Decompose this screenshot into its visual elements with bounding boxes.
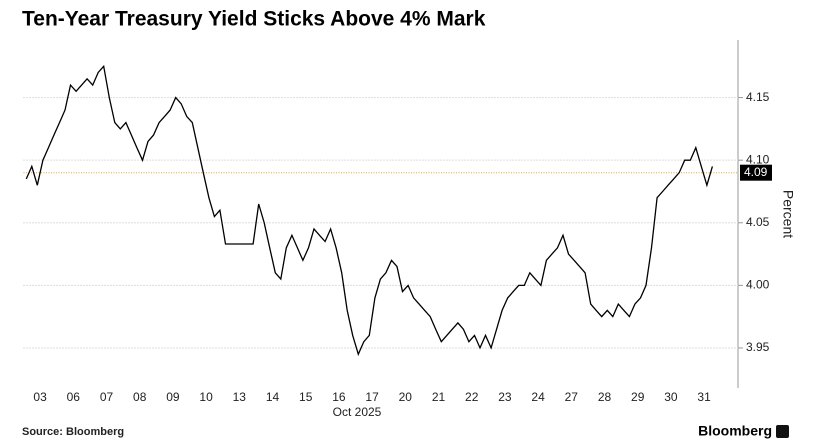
y-axis-label: Percent	[780, 190, 796, 238]
brand-icon	[776, 425, 789, 438]
x-tick-label: 30	[664, 390, 678, 404]
x-tick-label: 03	[33, 390, 47, 404]
x-tick-label: 07	[100, 390, 114, 404]
x-tick-label: 20	[399, 390, 413, 404]
y-tick-label: 3.95	[746, 340, 770, 354]
x-tick-label: 27	[565, 390, 579, 404]
x-tick-label: 13	[233, 390, 247, 404]
x-tick-label: 06	[67, 390, 81, 404]
source: Source: Bloomberg	[22, 426, 124, 438]
x-tick-label: 31	[697, 390, 711, 404]
x-tick-label: 10	[199, 390, 213, 404]
y-tick-label: 4.00	[746, 278, 770, 292]
y-tick-label: 4.15	[746, 90, 770, 104]
x-tick-label: 08	[133, 390, 147, 404]
last-value-label: 4.09	[744, 165, 768, 179]
brand: Bloomberg	[698, 423, 772, 439]
x-tick-label: 15	[299, 390, 313, 404]
x-tick-label: 29	[631, 390, 645, 404]
x-tick-label: 23	[498, 390, 512, 404]
x-tick-label: 22	[465, 390, 479, 404]
chart-title: Ten-Year Treasury Yield Sticks Above 4% …	[22, 8, 486, 31]
last-value-box	[740, 164, 772, 181]
x-tick-label: 24	[531, 390, 545, 404]
x-tick-label: 14	[266, 390, 280, 404]
x-axis-label: Oct 2025	[333, 405, 382, 419]
x-tick-label: 28	[598, 390, 612, 404]
y-tick-label: 4.10	[746, 152, 770, 166]
y-tick-label: 4.05	[746, 215, 770, 229]
x-tick-label: 16	[332, 390, 346, 404]
x-tick-label: 17	[365, 390, 379, 404]
x-tick-label: 09	[166, 390, 180, 404]
yield-line	[25, 64, 714, 357]
x-tick-label: 21	[432, 390, 446, 404]
